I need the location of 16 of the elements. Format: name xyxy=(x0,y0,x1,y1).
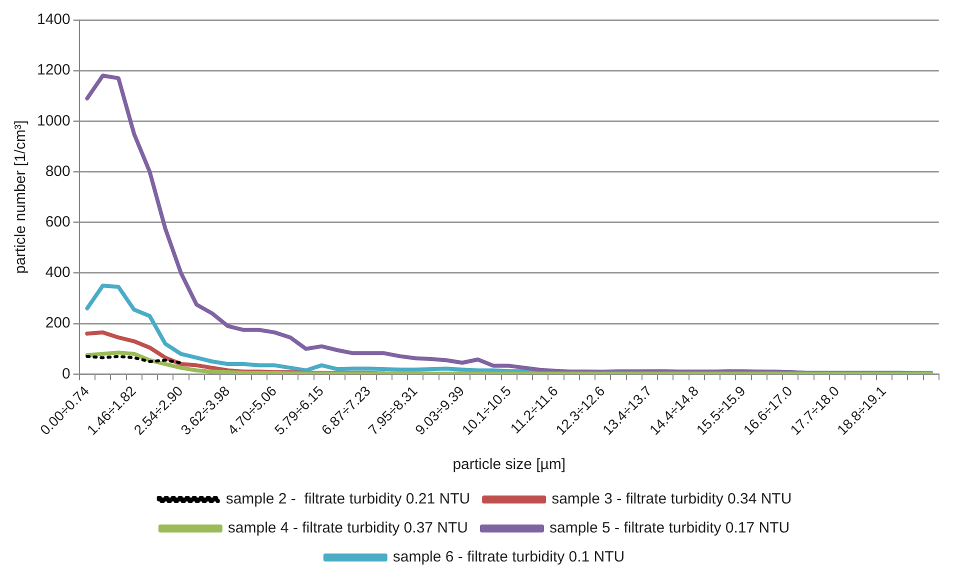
x-axis-title: particle size [µm] xyxy=(452,456,566,474)
legend-label: sample 4 - filtrate turbidity 0.37 NTU xyxy=(228,520,468,537)
y-tick-label: 800 xyxy=(45,162,70,180)
y-tick-label: 200 xyxy=(45,314,70,332)
legend-label: sample 5 - filtrate turbidity 0.17 NTU xyxy=(550,520,790,537)
y-tick-label: 600 xyxy=(45,214,70,231)
y-tick-label: 1000 xyxy=(36,112,70,130)
y-tick-label: 1400 xyxy=(36,11,70,28)
y-tick-label: 1200 xyxy=(36,62,70,79)
legend-label: sample 3 - filtrate turbidity 0.34 NTU xyxy=(552,490,792,508)
y-tick-label: 400 xyxy=(45,264,70,282)
legend-label: sample 6 - filtrate turbidity 0.1 NTU xyxy=(392,548,625,566)
y-tick-label: 0 xyxy=(62,365,70,382)
legend-label: sample 2 - filtrate turbidity 0.21 NTU xyxy=(226,490,470,508)
line-series xyxy=(86,354,182,364)
y-axis-title: particle number [1/cm³] xyxy=(12,120,30,274)
